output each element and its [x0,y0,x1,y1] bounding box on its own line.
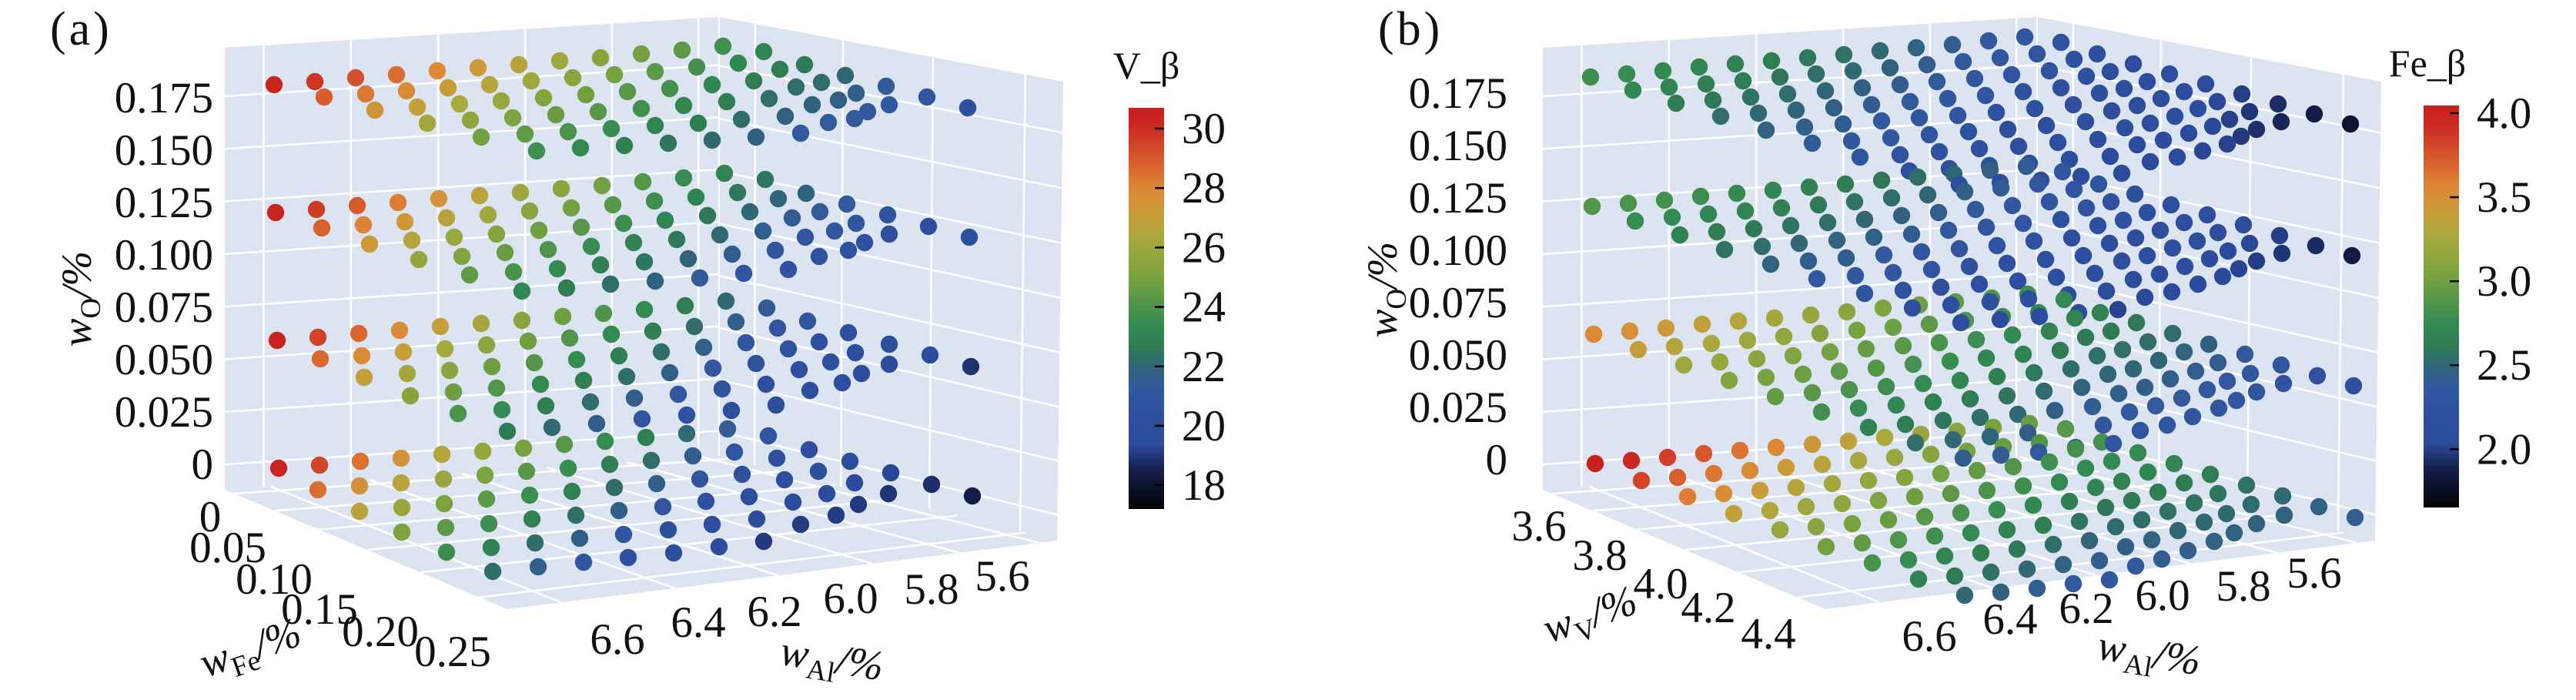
svg-text:4.2: 4.2 [1681,584,1735,632]
svg-text:5.6: 5.6 [975,552,1029,601]
svg-text:0.075: 0.075 [1409,279,1507,327]
svg-text:0.05: 0.05 [189,524,266,572]
svg-text:3.8: 3.8 [1572,531,1627,580]
svg-text:28: 28 [1182,164,1226,213]
svg-text:Fe_β: Fe_β [2389,42,2466,85]
svg-text:wFe/%: wFe/% [193,608,309,693]
svg-text:4.0: 4.0 [2477,89,2531,138]
svg-text:(a): (a) [50,3,112,55]
svg-text:0.075: 0.075 [115,283,213,332]
svg-text:wO/%: wO/% [1359,242,1413,338]
svg-text:5.8: 5.8 [2216,562,2270,611]
svg-text:0.10: 0.10 [236,555,313,604]
svg-text:0.025: 0.025 [1409,383,1507,432]
svg-text:0.20: 0.20 [342,608,419,656]
svg-text:0.050: 0.050 [115,336,213,384]
svg-text:30: 30 [1182,105,1226,153]
svg-text:(b): (b) [1378,3,1443,55]
svg-text:2.5: 2.5 [2477,341,2531,390]
svg-text:4.0: 4.0 [1633,560,1688,608]
svg-text:24: 24 [1182,283,1226,332]
svg-text:2.0: 2.0 [2477,425,2531,474]
svg-text:6.2: 6.2 [747,588,801,636]
svg-text:6.2: 6.2 [2059,584,2113,633]
svg-text:V_β: V_β [1113,44,1180,87]
svg-text:6.6: 6.6 [590,615,644,664]
svg-text:6.0: 6.0 [823,574,878,623]
svg-text:18: 18 [1182,461,1226,510]
svg-text:0.25: 0.25 [414,628,491,676]
svg-text:0.150: 0.150 [1409,122,1507,170]
svg-text:3.6: 3.6 [1511,502,1566,551]
svg-text:0.100: 0.100 [115,231,213,280]
svg-text:20: 20 [1182,402,1226,450]
svg-text:3.5: 3.5 [2477,173,2531,222]
svg-text:0.125: 0.125 [115,179,213,227]
svg-text:26: 26 [1182,223,1226,272]
svg-text:0.150: 0.150 [115,126,213,175]
svg-text:4.4: 4.4 [1741,610,1795,658]
svg-text:6.6: 6.6 [1902,612,1956,661]
svg-text:0: 0 [1486,436,1508,484]
svg-text:wO/%: wO/% [53,251,107,347]
svg-text:0.125: 0.125 [1409,174,1507,223]
svg-text:6.0: 6.0 [2135,571,2190,620]
svg-text:wAl/%: wAl/% [2093,621,2204,691]
svg-text:6.4: 6.4 [1982,595,2037,644]
svg-text:0.175: 0.175 [115,74,213,122]
svg-text:0: 0 [192,440,214,489]
svg-text:wAl/%: wAl/% [776,627,887,696]
svg-text:0.15: 0.15 [281,585,358,634]
svg-text:3.0: 3.0 [2477,257,2531,306]
svg-text:0.025: 0.025 [115,388,213,437]
svg-text:0: 0 [199,493,222,541]
svg-text:6.4: 6.4 [671,598,725,647]
svg-text:0.100: 0.100 [1409,226,1507,275]
svg-text:0.050: 0.050 [1409,331,1507,380]
svg-text:5.8: 5.8 [904,565,958,614]
svg-text:5.6: 5.6 [2287,549,2341,598]
svg-text:22: 22 [1182,343,1226,391]
svg-text:0.175: 0.175 [1409,69,1507,118]
